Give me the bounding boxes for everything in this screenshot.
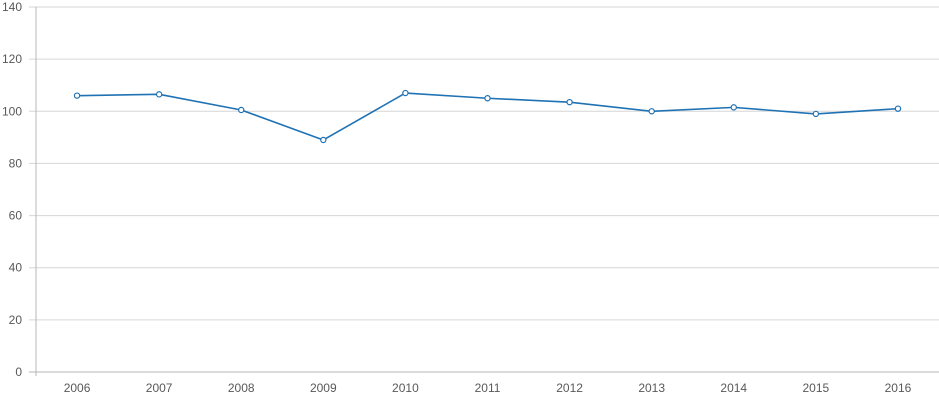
data-point xyxy=(730,104,737,111)
y-tick-label: 0 xyxy=(15,365,22,379)
y-tick-label: 40 xyxy=(9,261,23,275)
x-tick-label: 2012 xyxy=(556,381,583,395)
data-point xyxy=(155,91,163,98)
data-point xyxy=(402,89,409,97)
data-point xyxy=(484,95,491,102)
data-point xyxy=(894,105,902,112)
y-tick-label: 140 xyxy=(2,0,22,14)
y-tick-label: 120 xyxy=(2,52,22,66)
x-tick-label: 2014 xyxy=(720,381,747,395)
x-tick-label: 2009 xyxy=(310,381,337,395)
data-point xyxy=(320,136,327,144)
x-tick-label: 2006 xyxy=(64,381,91,395)
x-tick-label: 2010 xyxy=(392,381,419,395)
y-tick-label: 100 xyxy=(2,104,22,118)
y-tick-label: 60 xyxy=(9,209,23,223)
x-tick-label: 2013 xyxy=(638,381,665,395)
x-tick-label: 2007 xyxy=(146,381,173,395)
data-point xyxy=(566,98,573,106)
data-point xyxy=(73,92,81,99)
x-tick-label: 2016 xyxy=(885,381,912,395)
x-tick-label: 2015 xyxy=(803,381,830,395)
data-point xyxy=(238,106,245,114)
data-point xyxy=(812,110,820,118)
x-tick-label: 2011 xyxy=(475,381,501,395)
y-tick-label: 20 xyxy=(9,313,23,327)
y-tick-label: 80 xyxy=(9,156,23,170)
x-tick-label: 2008 xyxy=(228,381,255,395)
data-point xyxy=(648,108,655,115)
